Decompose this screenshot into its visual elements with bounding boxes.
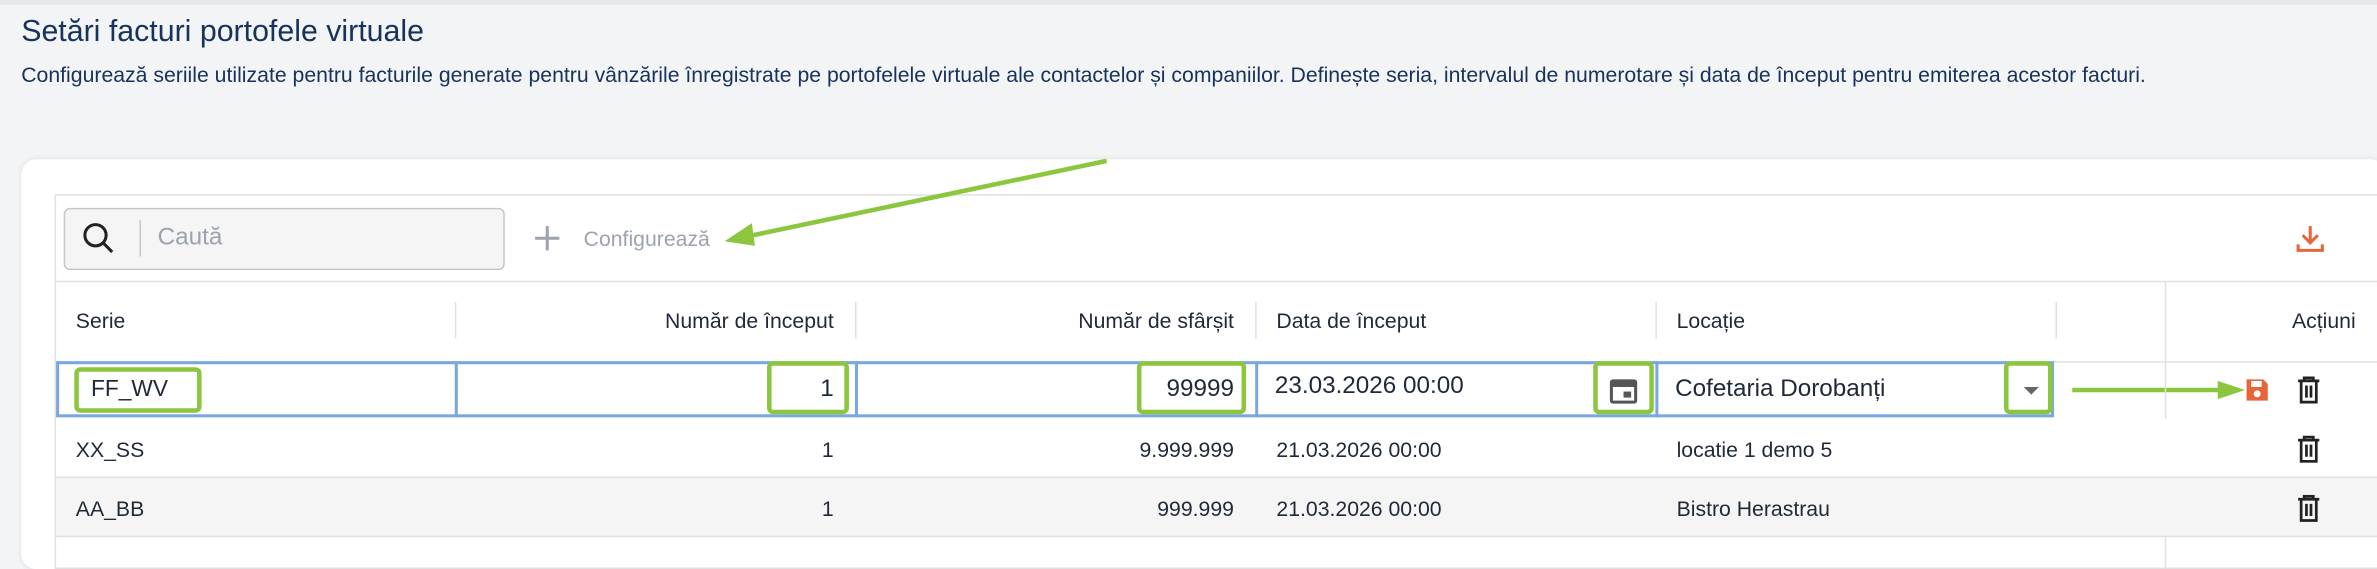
table-cell: 21.03.2026 00:00	[1276, 437, 1442, 462]
table-cell: 999.999	[1157, 496, 1234, 521]
page-title: Setări facturi portofele virtuale	[21, 15, 424, 49]
column-header[interactable]: Locație	[1676, 308, 1746, 333]
header-divider	[2055, 302, 2058, 339]
highlight	[74, 367, 202, 413]
table-cell: Bistro Herastrau	[1676, 496, 1830, 521]
delete-icon[interactable]	[2297, 376, 2321, 404]
edit-divider	[1255, 361, 1259, 418]
column-header[interactable]: Data de început	[1276, 308, 1427, 333]
edit-serie[interactable]: FF_WV	[90, 376, 169, 403]
header-divider	[1655, 302, 1657, 339]
table-cell: 1	[821, 437, 834, 462]
configure-button[interactable]: Configurează	[583, 226, 710, 251]
table-cell: 1	[821, 496, 834, 521]
edit-row	[56, 361, 2055, 418]
page-description: Configurează seriile utilizate pentru fa…	[21, 62, 2146, 87]
save-icon[interactable]	[2244, 376, 2271, 403]
edit-date[interactable]: 23.03.2026 00:00	[1274, 373, 1464, 400]
table-row	[56, 418, 2377, 479]
search-icon	[83, 223, 114, 253]
highlight	[1593, 361, 1654, 415]
plus-icon	[535, 226, 560, 251]
edit-divider	[1655, 361, 1659, 418]
delete-icon[interactable]	[2297, 494, 2321, 522]
column-header[interactable]: Număr de început	[665, 308, 834, 333]
header-divider	[1255, 302, 1257, 339]
top-bar	[0, 0, 2377, 5]
dropdown-icon[interactable]	[2021, 384, 2042, 396]
highlight	[767, 361, 849, 415]
annotation-arrow	[2072, 380, 2246, 400]
column-header[interactable]: Serie	[75, 308, 126, 333]
search-placeholder: Caută	[157, 224, 223, 251]
table-cell: AA_BB	[75, 496, 145, 521]
header-divider	[454, 302, 457, 339]
highlight	[2004, 361, 2053, 415]
edit-start[interactable]: 1	[820, 376, 834, 403]
header-divider	[854, 302, 857, 339]
table-cell: 21.03.2026 00:00	[1276, 496, 1442, 521]
edit-end[interactable]: 99999	[1166, 376, 1234, 403]
column-header[interactable]: Acțiuni	[2291, 308, 2356, 333]
edit-divider	[854, 361, 858, 418]
column-header[interactable]: Număr de sfârșit	[1078, 308, 1234, 333]
table-cell: locatie 1 demo 5	[1676, 437, 1833, 462]
table-row	[56, 478, 2377, 538]
annotation-arrow	[724, 158, 1108, 246]
table-cell: XX_SS	[75, 437, 145, 462]
delete-icon[interactable]	[2297, 435, 2321, 463]
edit-location[interactable]: Cofetaria Dorobanți	[1675, 376, 1886, 403]
highlight	[1136, 361, 1247, 415]
divider	[139, 220, 141, 257]
calendar-icon[interactable]	[1608, 375, 1638, 405]
table-cell: 9.999.999	[1139, 437, 1234, 462]
search-box[interactable]	[63, 207, 505, 271]
download-icon[interactable]	[2295, 223, 2325, 253]
edit-divider	[454, 361, 458, 418]
